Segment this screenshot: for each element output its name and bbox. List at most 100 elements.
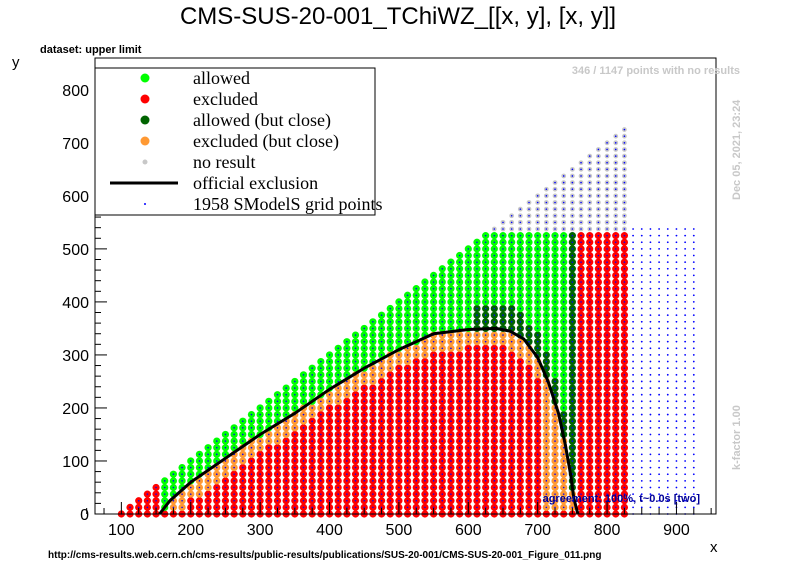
grid-point [458, 480, 461, 482]
grid-point [614, 407, 617, 409]
grid-point [224, 499, 227, 502]
grid-point [294, 460, 296, 462]
grid-point [493, 407, 496, 409]
grid-point [649, 433, 652, 436]
grid-point [467, 248, 470, 250]
grid-point [666, 354, 669, 356]
grid-point [432, 486, 435, 489]
grid-point [502, 393, 504, 396]
grid-point [519, 433, 522, 436]
grid-point [528, 334, 530, 336]
grid-point [311, 387, 313, 389]
grid-point [484, 387, 487, 389]
grid-point [415, 374, 418, 376]
grid-point [571, 466, 574, 469]
agreement-note: agreement: 100%, t~0.0s [two] [543, 493, 701, 505]
grid-point [640, 241, 643, 244]
grid-point [510, 374, 513, 376]
grid-point [614, 142, 617, 144]
grid-point [302, 440, 305, 442]
grid-point [406, 466, 409, 469]
grid-point [198, 453, 201, 456]
grid-point [250, 433, 253, 436]
grid-point [562, 228, 565, 230]
grid-point [476, 499, 478, 502]
grid-point [510, 400, 513, 403]
grid-point [666, 294, 669, 297]
grid-point [363, 327, 366, 330]
grid-point [545, 314, 548, 316]
grid-point [614, 261, 617, 263]
grid-point [640, 446, 643, 449]
grid-point [493, 367, 496, 369]
grid-point [467, 440, 470, 442]
grid-point [259, 486, 261, 489]
grid-point [129, 506, 131, 509]
grid-point [450, 466, 452, 469]
grid-point [233, 486, 235, 489]
grid-point [571, 168, 574, 171]
grid-point [320, 473, 322, 476]
grid-point [484, 274, 487, 277]
grid-point [571, 314, 574, 316]
grid-point [649, 466, 652, 469]
grid-point [623, 493, 626, 495]
grid-point [536, 427, 539, 429]
grid-point [380, 374, 383, 376]
grid-point [328, 393, 331, 396]
grid-point [285, 486, 287, 489]
grid-point [467, 420, 470, 423]
grid-point [649, 307, 652, 310]
grid-point [606, 460, 608, 462]
grid-point [545, 201, 548, 204]
grid-point [649, 506, 652, 509]
grid-point [597, 188, 600, 191]
grid-point [198, 466, 201, 469]
grid-point [597, 181, 600, 184]
grid-point [571, 393, 574, 396]
grid-point [346, 486, 348, 489]
grid-point [502, 301, 504, 303]
grid-point [476, 340, 478, 343]
grid-point [658, 473, 661, 476]
grid-point [311, 413, 313, 416]
grid-point [432, 493, 435, 495]
grid-point [302, 413, 305, 416]
grid-point [328, 427, 331, 429]
grid-point [476, 267, 478, 270]
grid-point [658, 380, 661, 383]
grid-point [554, 228, 556, 230]
grid-point [562, 400, 565, 403]
grid-point [528, 221, 530, 224]
grid-point [571, 380, 574, 383]
grid-point [424, 486, 426, 489]
grid-point [692, 499, 695, 502]
grid-point [415, 287, 418, 290]
grid-point [528, 440, 530, 442]
grid-point [189, 460, 192, 462]
grid-point [484, 380, 487, 383]
grid-point [398, 327, 400, 330]
grid-point [554, 254, 556, 257]
grid-point [458, 307, 461, 310]
grid-point [502, 466, 504, 469]
grid-point [250, 506, 253, 509]
grid-point [268, 400, 270, 403]
grid-point [658, 320, 661, 323]
grid-point [250, 480, 253, 482]
grid-point [580, 420, 582, 423]
grid-point [372, 420, 374, 423]
grid-point [614, 460, 617, 462]
grid-point [666, 479, 669, 482]
grid-point [337, 420, 339, 423]
grid-point [519, 486, 522, 489]
grid-point [536, 201, 539, 204]
grid-point [684, 506, 687, 509]
grid-point [666, 506, 669, 509]
grid-point [363, 486, 366, 489]
grid-point [562, 427, 565, 429]
grid-point [493, 433, 496, 436]
grid-point [606, 446, 608, 449]
grid-point [632, 440, 634, 442]
grid-point [554, 374, 556, 376]
